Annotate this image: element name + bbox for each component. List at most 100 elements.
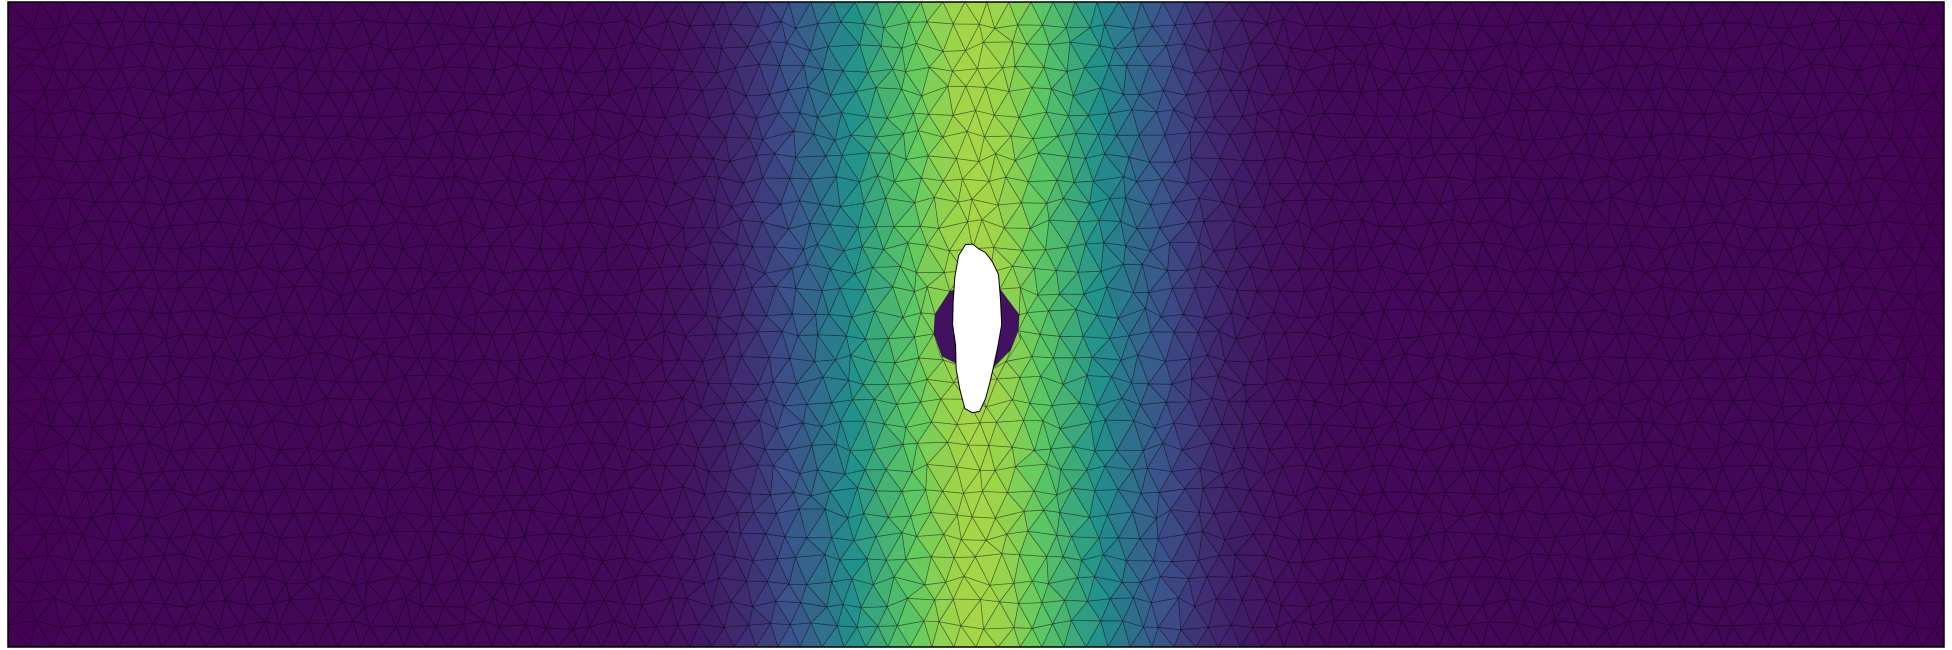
mesh-element (1234, 533, 1267, 556)
mesh-element (1913, 531, 1936, 557)
mesh-element (433, 515, 465, 535)
mesh-element (1217, 623, 1241, 647)
mesh-element (1734, 578, 1759, 603)
mesh-element (288, 583, 321, 601)
mesh-element (910, 488, 932, 517)
mesh-element (530, 493, 563, 515)
mesh-element (361, 557, 381, 584)
mesh-element (989, 552, 1015, 586)
mesh-element (1263, 465, 1284, 493)
mesh-element (1238, 489, 1265, 517)
mesh-element (1171, 533, 1200, 563)
mesh-element (1651, 604, 1673, 627)
mesh-element (1056, 534, 1073, 558)
mesh-element (1341, 556, 1365, 582)
mesh-element (24, 467, 54, 488)
mesh-element (471, 467, 497, 497)
mesh-element (1349, 619, 1373, 647)
mesh-element (994, 510, 1026, 535)
mesh-element (554, 602, 586, 631)
mesh-element (1862, 507, 1893, 542)
mesh-element (1158, 470, 1186, 493)
mesh-element (1669, 486, 1688, 518)
mesh-element (492, 597, 512, 629)
mesh-element (1001, 533, 1021, 556)
mesh-element (1062, 535, 1083, 561)
mesh-element (885, 469, 913, 493)
mesh-element (306, 559, 324, 585)
mesh-element (8, 513, 35, 537)
mesh-element (492, 494, 514, 513)
mesh-element (228, 555, 255, 579)
mesh-element (240, 604, 267, 626)
mesh-element (537, 552, 562, 580)
mesh-element (442, 490, 466, 517)
mesh-element (337, 619, 361, 647)
mesh-element (1876, 507, 1899, 537)
mesh-element (1832, 556, 1853, 583)
mesh-element (1198, 486, 1215, 514)
mesh-element (1319, 578, 1344, 601)
mesh-element (1080, 554, 1104, 578)
mesh-element (592, 579, 616, 601)
mesh-element (1001, 553, 1021, 585)
mesh-element (1262, 515, 1281, 536)
mesh-element (163, 537, 185, 556)
mesh-element (1841, 509, 1864, 542)
mesh-element (318, 597, 343, 625)
mesh-element (1763, 557, 1791, 585)
mesh-element (530, 509, 563, 534)
mesh-element (816, 469, 846, 492)
mesh-element (776, 556, 797, 586)
mesh-element (680, 559, 705, 585)
mesh-element (670, 533, 696, 561)
mesh-element (1241, 599, 1268, 629)
mesh-element (384, 511, 401, 533)
mesh-element (1052, 619, 1072, 647)
mesh-element (1153, 537, 1173, 563)
mesh-element (1628, 511, 1643, 538)
mesh-element (1483, 555, 1506, 578)
mesh-element (1750, 557, 1765, 586)
mesh-element (1615, 510, 1632, 537)
mesh-element (875, 468, 903, 492)
mesh-element (579, 625, 603, 647)
mesh-element (1439, 602, 1460, 629)
mesh-element (1331, 599, 1353, 622)
mesh-element (361, 514, 387, 538)
mesh-element (139, 622, 163, 647)
mesh-element (980, 599, 1001, 631)
mesh-element (193, 622, 220, 647)
mesh-element (341, 600, 366, 622)
mesh-element (567, 555, 594, 581)
mesh-element (1612, 597, 1639, 622)
mesh-element (1017, 580, 1043, 604)
mesh-element (227, 624, 251, 647)
mesh-element (442, 605, 467, 625)
mesh-element (930, 533, 955, 559)
mesh-element (1106, 488, 1134, 516)
mesh-element (694, 531, 716, 561)
mesh-element (926, 463, 958, 493)
mesh-element (1347, 555, 1376, 582)
mesh-element (54, 597, 75, 629)
mesh-element (1567, 580, 1588, 607)
mesh-element (667, 624, 691, 647)
mesh-element (1374, 534, 1398, 564)
mesh-element (1207, 597, 1233, 628)
mesh-element (1169, 488, 1201, 513)
mesh-element (1215, 598, 1243, 626)
mesh-element (584, 599, 605, 628)
mesh-element (862, 512, 890, 538)
mesh-element (1654, 579, 1686, 606)
mesh-element (420, 605, 445, 628)
mesh-element (945, 575, 965, 600)
mesh-element (352, 557, 368, 586)
mesh-element (1313, 509, 1339, 540)
mesh-element (1935, 489, 1944, 514)
mesh-element (694, 552, 716, 585)
mesh-element (1438, 510, 1462, 533)
mesh-element (443, 578, 467, 608)
mesh-element (734, 531, 754, 562)
mesh-element (29, 582, 56, 603)
